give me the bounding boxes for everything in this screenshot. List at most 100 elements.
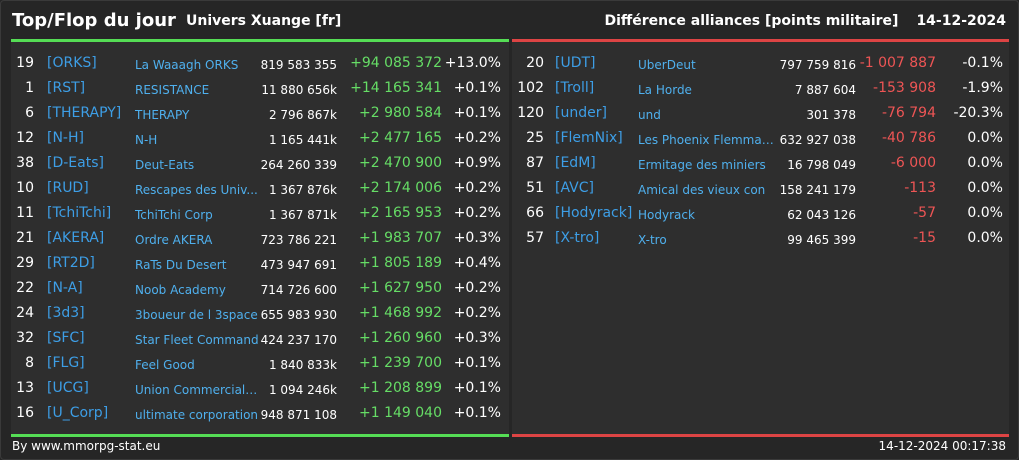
alliance-name[interactable]: RaTs Du Desert: [135, 258, 227, 272]
alliance-rank: 51: [526, 180, 544, 196]
percent-change: 0.0%: [967, 155, 1003, 171]
alliance-tag[interactable]: [RT2D]: [47, 255, 95, 271]
alliance-tag[interactable]: [AVC]: [555, 180, 594, 196]
alliance-row: 11 [TchiTchi] TchiTchi Corp 1 367 871k +2 16…: [11, 201, 509, 226]
alliance-tag[interactable]: [N-A]: [47, 280, 83, 296]
alliance-tag[interactable]: [3d3]: [47, 305, 85, 321]
alliance-rank: 57: [526, 230, 544, 246]
header-right: Différence alliances [points militaire] 1…: [604, 13, 1006, 29]
alliance-rank: 25: [526, 130, 544, 146]
alliance-name[interactable]: TchiTchi Corp: [135, 208, 213, 222]
points-difference: -15: [913, 230, 936, 246]
alliance-name[interactable]: RESISTANCE: [135, 83, 210, 97]
alliance-tag[interactable]: [FLG]: [47, 355, 85, 371]
alliance-name[interactable]: X-tro: [638, 233, 667, 247]
alliance-points: 1 840 833k: [268, 358, 337, 372]
alliance-points: 264 260 339: [260, 158, 337, 172]
points-difference: -57: [913, 205, 936, 221]
alliance-tag[interactable]: [SFC]: [47, 330, 85, 346]
points-difference: +1 239 700: [359, 355, 442, 371]
percent-change: +0.1%: [453, 355, 501, 371]
points-difference: +1 983 707: [359, 230, 442, 246]
alliance-tag[interactable]: [under]: [555, 105, 607, 121]
points-difference: +1 627 950: [359, 280, 442, 296]
alliance-tag[interactable]: [FlemNix]: [555, 130, 623, 146]
alliance-rank: 12: [16, 130, 34, 146]
percent-change: +0.3%: [453, 330, 501, 346]
alliance-tag[interactable]: [THERAPY]: [47, 105, 122, 121]
alliance-name[interactable]: Ermitage des miniers: [638, 158, 766, 172]
alliance-points: 1 367 871k: [268, 208, 337, 222]
alliance-tag[interactable]: [Hodyrack]: [555, 205, 633, 221]
points-difference: +2 174 006: [359, 180, 442, 196]
percent-change: +0.2%: [453, 280, 501, 296]
alliance-tag[interactable]: [RST]: [47, 80, 86, 96]
alliance-name[interactable]: Les Phoenix Flemmards: [638, 133, 778, 147]
alliance-points: 11 880 656k: [261, 83, 337, 97]
alliance-name[interactable]: und: [638, 108, 661, 122]
points-difference: -6 000: [890, 155, 936, 171]
percent-change: +0.1%: [453, 405, 501, 421]
alliance-name[interactable]: Noob Academy: [135, 283, 226, 297]
alliance-name[interactable]: 3boueur de l 3space: [135, 308, 258, 322]
alliance-tag[interactable]: [AKERA]: [47, 230, 105, 246]
alliance-row: 25 [FlemNix] Les Phoenix Flemmards 632 927 …: [512, 126, 1009, 151]
alliance-name[interactable]: Ordre AKERA: [135, 233, 213, 247]
header-date: 14-12-2024: [916, 13, 1006, 29]
percent-change: +0.2%: [453, 205, 501, 221]
alliance-tag[interactable]: [UDT]: [555, 55, 596, 71]
alliance-row: 22 [N-A] Noob Academy 714 726 600 +1 627 950…: [11, 276, 509, 301]
alliance-tag[interactable]: [Troll]: [555, 80, 595, 96]
alliance-name[interactable]: La Horde: [638, 83, 692, 97]
alliance-rank: 38: [16, 155, 34, 171]
percent-change: 0.0%: [967, 130, 1003, 146]
alliance-points: 1 165 441k: [268, 133, 337, 147]
alliance-tag[interactable]: [X-tro]: [555, 230, 600, 246]
points-difference: -113: [904, 180, 936, 196]
alliance-tag[interactable]: [UCG]: [47, 380, 89, 396]
alliance-rank: 13: [16, 380, 34, 396]
percent-change: -0.1%: [962, 55, 1003, 71]
alliance-row: 87 [EdM] Ermitage des miniers 16 798 049 -6 …: [512, 151, 1009, 176]
alliance-row: 21 [AKERA] Ordre AKERA 723 786 221 +1 983 70…: [11, 226, 509, 251]
alliance-name[interactable]: Hodyrack: [638, 208, 695, 222]
alliance-rank: 1: [25, 80, 34, 96]
points-difference: +1 468 992: [359, 305, 442, 321]
alliance-points: 723 786 221: [260, 233, 337, 247]
alliance-name[interactable]: Star Fleet Command: [135, 333, 259, 347]
top-list: 19 [ORKS] La Waaagh ORKS 819 583 355 +94 085…: [11, 51, 509, 426]
alliance-rank: 120: [517, 105, 544, 121]
points-difference: +2 165 953: [359, 205, 442, 221]
alliance-tag[interactable]: [RUD]: [47, 180, 89, 196]
alliance-name[interactable]: UberDeut: [638, 58, 696, 72]
alliance-row: 32 [SFC] Star Fleet Command 424 237 170 +1 2…: [11, 326, 509, 351]
alliance-tag[interactable]: [D-Eats]: [47, 155, 104, 171]
alliance-points: 714 726 600: [260, 283, 337, 297]
alliance-name[interactable]: Amical des vieux con: [638, 183, 766, 197]
alliance-name[interactable]: THERAPY: [135, 108, 190, 122]
alliance-rank: 11: [16, 205, 34, 221]
alliance-points: 655 983 930: [260, 308, 337, 322]
universe-label: Univers Xuange [fr]: [186, 13, 342, 29]
alliance-tag[interactable]: [N-H]: [47, 130, 84, 146]
alliance-name[interactable]: Union Commerciale...: [135, 383, 259, 397]
alliance-rank: 6: [25, 105, 34, 121]
points-difference: +2 980 584: [359, 105, 442, 121]
header-subtitle: Différence alliances [points militaire]: [604, 13, 899, 29]
percent-change: +0.2%: [453, 305, 501, 321]
percent-change: -1.9%: [962, 80, 1003, 96]
alliance-name[interactable]: ultimate corporation: [135, 408, 259, 422]
alliance-name[interactable]: Rescapes des Univ...: [135, 183, 258, 197]
alliance-tag[interactable]: [ORKS]: [47, 55, 97, 71]
alliance-name[interactable]: N-H: [135, 133, 158, 147]
percent-change: +0.3%: [453, 230, 501, 246]
alliance-tag[interactable]: [U_Corp]: [47, 405, 109, 421]
alliance-row: 12 [N-H] N-H 1 165 441k +2 477 165 +0.2%: [11, 126, 509, 151]
alliance-name[interactable]: La Waaagh ORKS: [135, 58, 239, 72]
points-difference: -1 007 887: [859, 55, 936, 71]
alliance-tag[interactable]: [TchiTchi]: [47, 205, 112, 221]
alliance-tag[interactable]: [EdM]: [555, 155, 596, 171]
footer-timestamp: 14-12-2024 00:17:38: [878, 439, 1006, 453]
alliance-name[interactable]: Feel Good: [135, 358, 195, 372]
alliance-name[interactable]: Deut-Eats: [135, 158, 195, 172]
